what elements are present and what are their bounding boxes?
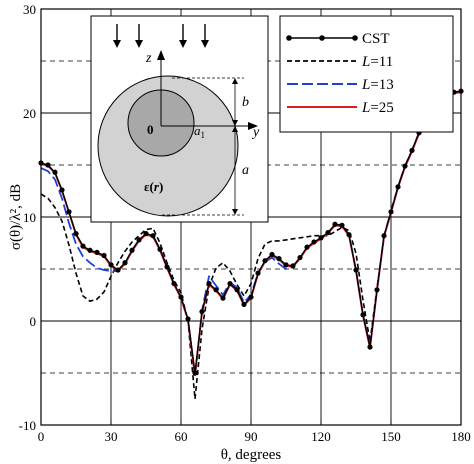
cst-marker <box>262 258 268 264</box>
legend-marker <box>286 35 292 41</box>
y-tick-label: -10 <box>19 418 36 433</box>
b-label: b <box>242 95 249 110</box>
legend-label: L=11 <box>361 54 393 70</box>
cst-marker <box>185 316 191 322</box>
x-tick-label: 90 <box>245 429 258 444</box>
y-arrowhead <box>248 122 258 130</box>
dim-a-arrow-top <box>232 126 238 132</box>
z-arrowhead <box>157 50 165 60</box>
y-tick-label: 30 <box>23 2 36 17</box>
cst-marker <box>332 221 338 227</box>
x-tick-label: 60 <box>175 429 188 444</box>
cst-marker <box>66 209 72 215</box>
cst-marker <box>143 231 149 237</box>
cst-marker <box>94 249 100 255</box>
x-tick-label: 30 <box>105 429 118 444</box>
a-label: a <box>242 163 249 178</box>
y-tick-label: 20 <box>23 106 36 121</box>
cst-marker <box>192 370 198 376</box>
dim-a-arrow-bottom <box>232 209 238 215</box>
cst-marker <box>360 312 366 318</box>
cst-marker <box>52 169 58 175</box>
cst-marker <box>283 262 289 268</box>
cst-marker <box>339 222 345 228</box>
cst-marker <box>45 162 51 168</box>
cst-marker <box>136 237 142 243</box>
cst-marker <box>115 267 121 273</box>
cst-marker <box>395 184 401 190</box>
cst-marker <box>353 267 359 273</box>
arrow-down-icon <box>135 24 143 48</box>
cst-marker <box>108 262 114 268</box>
y-tick-label: 10 <box>23 210 36 225</box>
arrow-down-icon <box>201 24 209 48</box>
cst-marker <box>297 254 303 261</box>
cst-marker <box>87 247 93 253</box>
cst-marker <box>101 252 107 259</box>
cst-marker <box>269 251 275 258</box>
cst-marker <box>248 294 254 300</box>
cst-marker <box>171 280 177 287</box>
cst-marker <box>346 232 352 238</box>
y-axis-label: σ(θ)/λ², dB <box>8 184 24 250</box>
cst-marker <box>374 287 380 293</box>
legend-marker <box>319 35 325 41</box>
incident-arrows <box>113 24 209 48</box>
series-group <box>38 88 464 400</box>
cst-marker <box>227 280 233 287</box>
cst-marker <box>164 264 170 270</box>
x-tick-label: 120 <box>311 429 331 444</box>
origin-label: 0 <box>147 122 154 137</box>
cst-marker <box>241 301 247 307</box>
cst-marker <box>311 239 317 245</box>
cst-marker <box>150 233 156 239</box>
legend-frame <box>279 15 454 133</box>
inset-diagram: z y 0 a1 b a ε(r) <box>90 15 269 223</box>
dim-b-arrow-bottom <box>232 120 238 126</box>
cst-marker <box>409 147 415 154</box>
x-tick-label: 0 <box>38 429 45 444</box>
arrow-down-icon <box>179 24 187 48</box>
y-label: y <box>251 125 260 140</box>
epsilon-label: ε(r) <box>144 179 163 194</box>
arrow-down-icon <box>113 24 121 48</box>
cst-marker <box>367 344 373 350</box>
cst-marker <box>234 287 240 293</box>
cst-marker <box>59 187 65 193</box>
cst-marker <box>199 309 205 315</box>
a1-label: a1 <box>194 123 205 140</box>
legend: CST L=11 L=13 L=25 <box>279 15 454 133</box>
x-tick-label: 180 <box>451 429 471 444</box>
cst-marker <box>178 294 184 300</box>
x-tick-label: 150 <box>381 429 401 444</box>
legend-marker <box>352 35 358 41</box>
legend-label: L=25 <box>361 100 394 116</box>
legend-label: CST <box>362 31 390 47</box>
cst-marker <box>255 270 261 276</box>
cst-marker <box>213 287 219 293</box>
cst-marker <box>73 231 79 237</box>
cst-marker <box>402 163 408 169</box>
cst-marker <box>325 230 331 236</box>
dim-b-arrow-top <box>232 78 238 84</box>
cst-marker <box>304 244 310 250</box>
cst-marker <box>206 280 212 287</box>
legend-label: L=13 <box>361 77 394 93</box>
cst-marker <box>80 243 86 249</box>
cst-marker <box>290 263 296 269</box>
cst-marker <box>220 295 226 301</box>
cst-marker <box>276 256 282 262</box>
cst-marker <box>157 246 163 252</box>
x-axis-label: θ, degrees <box>221 447 282 463</box>
y-tick-label: 0 <box>30 314 37 329</box>
cst-marker <box>388 209 394 215</box>
cst-marker <box>122 260 128 266</box>
cst-marker <box>318 235 324 241</box>
cst-marker <box>381 233 387 239</box>
z-label: z <box>145 51 152 66</box>
cst-marker <box>129 247 135 253</box>
